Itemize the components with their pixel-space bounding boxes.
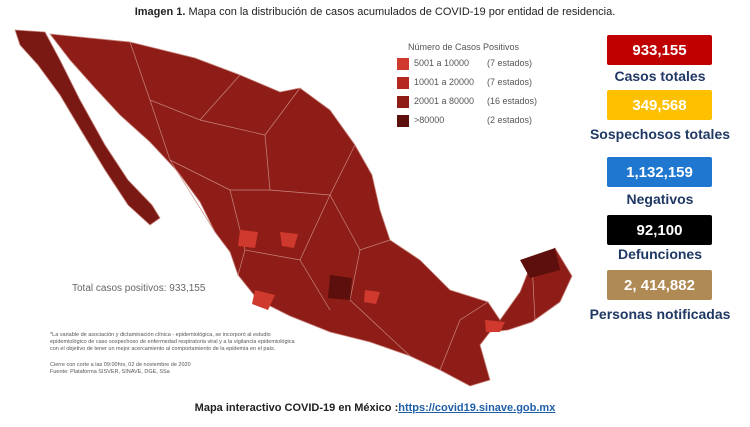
title: Imagen 1. Mapa con la distribución de ca…: [0, 6, 750, 18]
legend-count: (7 estados): [487, 58, 533, 68]
stat-label: Casos totales: [614, 68, 706, 84]
footer-link[interactable]: https://covid19.sinave.gob.mx: [398, 402, 556, 414]
legend-count: (16 estados): [487, 96, 538, 106]
footer: Mapa interactivo COVID-19 en México :htt…: [0, 402, 750, 414]
legend-range: 20001 a 80000: [414, 96, 475, 106]
stat-box: 92,100: [607, 215, 712, 245]
title-text: Mapa con la distribución de casos acumul…: [188, 6, 616, 18]
stat-label: Defunciones: [617, 246, 702, 262]
stat-box: 2, 414,882: [607, 270, 712, 300]
title-bold: Imagen 1.: [134, 6, 186, 18]
note-line: Fuente: Plataforma SISVER, SINAVE, DGE, …: [50, 369, 170, 375]
footer-text: Mapa interactivo COVID-19 en México :: [194, 402, 399, 414]
note-line: *La variable de asociación y dictaminaci…: [50, 332, 271, 338]
legend-count: (2 estados): [487, 115, 533, 125]
legend-swatch: [397, 115, 409, 127]
legend-range: 10001 a 20000: [414, 77, 475, 87]
note-line: con el objetivo de tener un mejor acerca…: [50, 346, 276, 352]
map: [14, 29, 573, 387]
legend-range: 5001 a 10000: [414, 58, 470, 68]
stat-label: Personas notificadas: [589, 306, 731, 322]
stat-label: Negativos: [626, 191, 694, 207]
legend-count: (7 estados): [487, 77, 533, 87]
note-line: epidemiológico de caso sospechoso de enf…: [50, 339, 295, 345]
note-line: Cierre con corte a las 09:00hrs, 02 de n…: [50, 362, 191, 368]
stat-box: 349,568: [607, 90, 712, 120]
legend-swatch: [397, 77, 409, 89]
legend-range: >80000: [414, 115, 445, 125]
total-text: Total casos positivos: 933,155: [72, 283, 206, 294]
legend-title: Número de Casos Positivos: [408, 42, 520, 52]
stat-label: Sospechosos totales: [589, 126, 731, 142]
legend-swatch: [397, 58, 409, 70]
stat-box: 1,132,159: [607, 157, 712, 187]
stat-box: 933,155: [607, 35, 712, 65]
legend-swatch: [397, 96, 409, 108]
